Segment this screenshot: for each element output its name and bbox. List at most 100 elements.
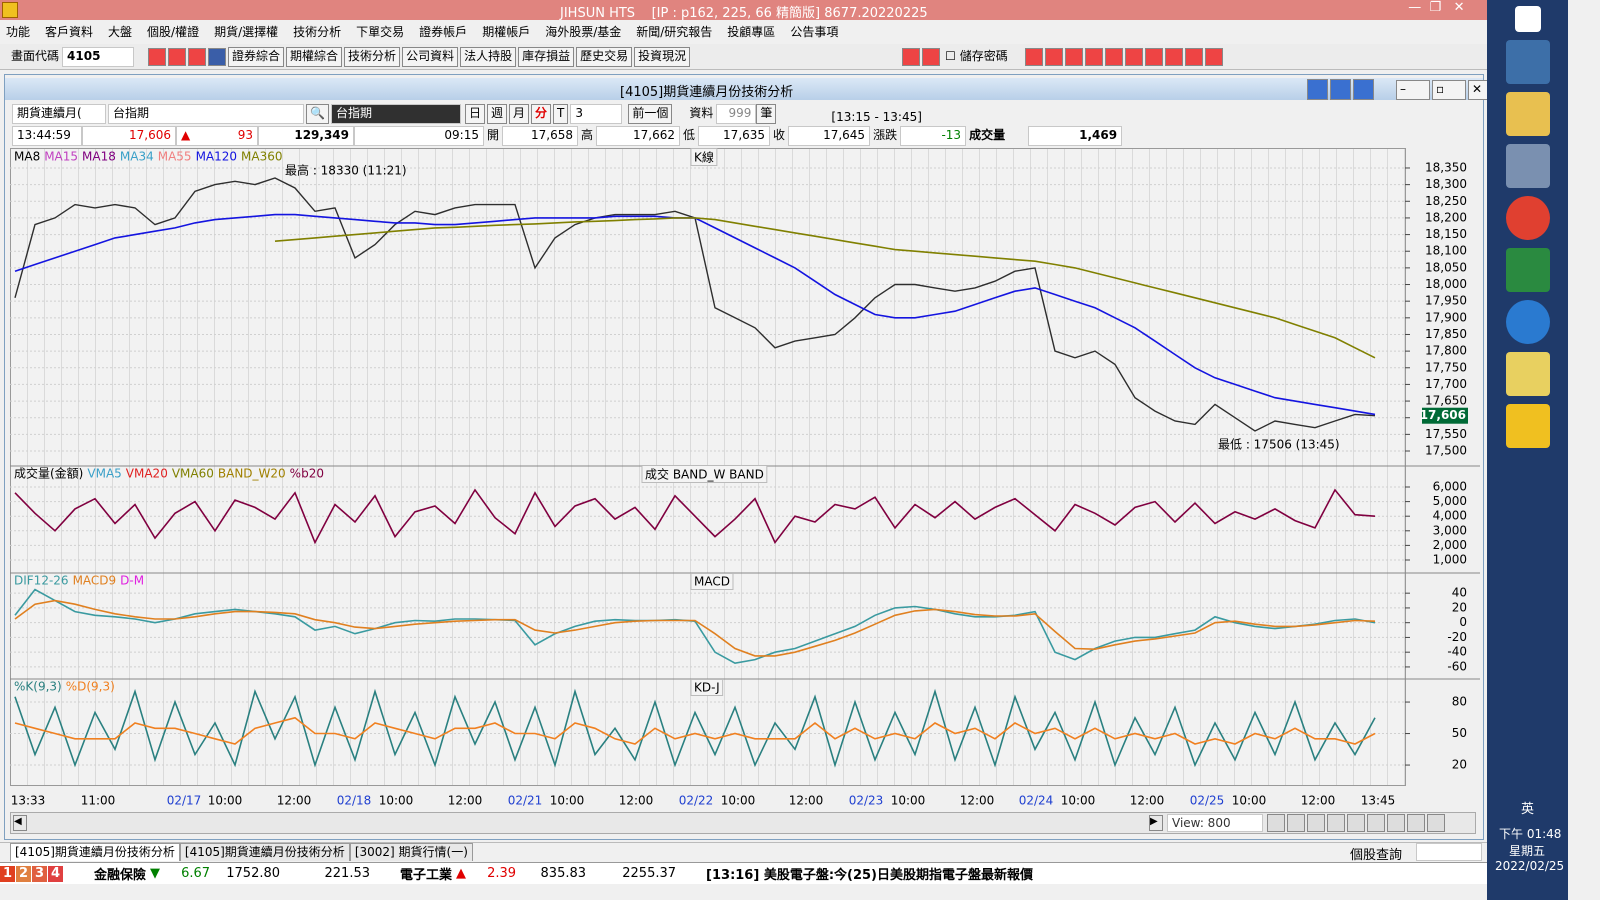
app[interactable] [1505, 196, 1550, 240]
app[interactable] [1505, 92, 1550, 136]
label: 成交量 [969, 128, 1006, 142]
tool-icon[interactable] [1204, 47, 1223, 66]
tool[interactable] [1367, 814, 1385, 832]
page-button[interactable]: 3 [32, 865, 47, 882]
y-tick-label: 2,000 [1433, 538, 1467, 552]
ctrl[interactable] [1307, 79, 1328, 100]
tool[interactable] [1267, 814, 1285, 832]
data-unit[interactable]: 筆 [756, 104, 777, 124]
app[interactable] [1505, 40, 1550, 84]
menu-item[interactable]: 客戶資料 [45, 24, 94, 39]
tick-volume: 1,469 [1028, 126, 1123, 146]
menu-item[interactable]: 新聞/研究報告 [636, 24, 713, 39]
menu-item[interactable]: 公告事項 [790, 24, 839, 39]
tab[interactable]: [4105]期貨連續月份技術分析 [10, 843, 180, 861]
x-tick-label: 02/22 [679, 794, 714, 808]
page-button[interactable]: 4 [48, 865, 63, 882]
menu-item[interactable]: 功能 [6, 24, 31, 39]
tool[interactable] [1347, 814, 1365, 832]
app[interactable] [1505, 248, 1550, 292]
toolbar-button[interactable]: 歷史交易 [576, 46, 633, 67]
inner-controls[interactable]: – ▫ ✕ [1307, 79, 1504, 100]
interval[interactable]: 3 [570, 104, 623, 124]
tool-icon[interactable] [148, 47, 167, 66]
tool[interactable] [1407, 814, 1425, 832]
menu-item[interactable]: 證券帳戶 [419, 24, 468, 39]
item-amount: 2255.37 [622, 866, 677, 881]
tool-icon[interactable] [902, 47, 921, 66]
app[interactable] [1505, 404, 1550, 448]
window-controls[interactable]: — ❐ ✕ [1400, 0, 1465, 15]
tool-icon[interactable] [208, 47, 227, 66]
toolbar-button[interactable]: 投資現況 [634, 46, 691, 67]
data-count[interactable]: 999 [716, 104, 757, 124]
toolbar-button[interactable]: 期權綜合 [286, 46, 343, 67]
tool[interactable] [1307, 814, 1325, 832]
search[interactable]: 🔍 [306, 104, 329, 124]
ime[interactable]: 英 [1521, 802, 1535, 817]
toolbar-button[interactable]: 庫存損益 [518, 46, 575, 67]
page-button[interactable]: 2 [16, 865, 31, 882]
menu-item[interactable]: 投顧專區 [727, 24, 776, 39]
symbol-input[interactable]: 台指期 [108, 104, 304, 124]
period-button[interactable]: 月 [508, 104, 529, 124]
menu-item[interactable]: 期貨/選擇權 [214, 24, 279, 39]
ctrl[interactable]: ▫ [1432, 79, 1466, 100]
period-button[interactable]: 週 [486, 104, 507, 124]
tool-icon[interactable] [1184, 47, 1203, 66]
app[interactable] [1505, 300, 1550, 344]
stock-query-input[interactable] [1416, 843, 1482, 861]
ctrl[interactable] [1353, 79, 1374, 100]
tool-icon[interactable] [1104, 47, 1123, 66]
tool[interactable] [1427, 814, 1445, 832]
code-input[interactable]: 4105 [62, 46, 135, 67]
tool-icon[interactable] [922, 47, 941, 66]
toolbar-button[interactable]: 技術分析 [344, 46, 401, 67]
tab[interactable]: [4105]期貨連續月份技術分析 [179, 843, 350, 861]
tool[interactable] [1287, 814, 1305, 832]
menu-item[interactable]: 下單交易 [356, 24, 405, 39]
ctrl[interactable]: – [1396, 79, 1430, 100]
app[interactable] [1505, 144, 1550, 188]
page-button[interactable]: 1 [0, 865, 15, 882]
tool-icon[interactable] [1144, 47, 1163, 66]
stock-query[interactable]: 個股查詢 [1350, 848, 1403, 863]
tool-icon[interactable] [1124, 47, 1143, 66]
menu-item[interactable]: 大盤 [108, 24, 133, 39]
x-tick-label: 12:00 [789, 794, 824, 808]
start-button[interactable] [1514, 6, 1541, 32]
tool-icon[interactable] [1024, 47, 1043, 66]
menu-item[interactable]: 個股/權證 [147, 24, 200, 39]
view-count[interactable]: View: 800 [1167, 814, 1263, 832]
tool-icon[interactable] [168, 47, 187, 66]
ctrl[interactable] [1330, 79, 1351, 100]
period-button[interactable]: T [553, 104, 569, 124]
legend-entry: MACD9 [73, 574, 117, 588]
tool[interactable] [1387, 814, 1405, 832]
scroll-right[interactable]: ▶ [1149, 815, 1163, 831]
tool-icon[interactable] [1064, 47, 1083, 66]
app[interactable] [1505, 352, 1550, 396]
tool[interactable] [1327, 814, 1345, 832]
period-button[interactable]: 日 [464, 104, 485, 124]
tool-icon[interactable] [1044, 47, 1063, 66]
x-tick-label: 12:00 [448, 794, 483, 808]
scroll-left[interactable]: ◀ [13, 815, 27, 831]
save-password[interactable]: ☐ 儲存密碼 [945, 48, 1008, 63]
menu-item[interactable]: 期權帳戶 [482, 24, 531, 39]
selector[interactable]: 期貨連續月( [12, 104, 106, 124]
symbol-name: 台指期 [330, 104, 461, 124]
tool-icon[interactable] [1164, 47, 1183, 66]
tool-icon[interactable] [1084, 47, 1103, 66]
prev-button[interactable]: 前一個 [628, 104, 673, 124]
menu-item[interactable]: 技術分析 [293, 24, 342, 39]
toolbar-button[interactable]: 法人持股 [460, 46, 517, 67]
y-tick-label: 18,300 [1425, 177, 1467, 191]
quote-time: 13:44:59 [12, 126, 82, 146]
period-button[interactable]: 分 [531, 104, 552, 124]
toolbar-button[interactable]: 證券綜合 [228, 46, 285, 67]
tab[interactable]: [3002] 期貨行情(一) [349, 843, 473, 861]
toolbar-button[interactable]: 公司資料 [402, 46, 459, 67]
menu-item[interactable]: 海外股票/基金 [545, 24, 622, 39]
tool-icon[interactable] [188, 47, 207, 66]
